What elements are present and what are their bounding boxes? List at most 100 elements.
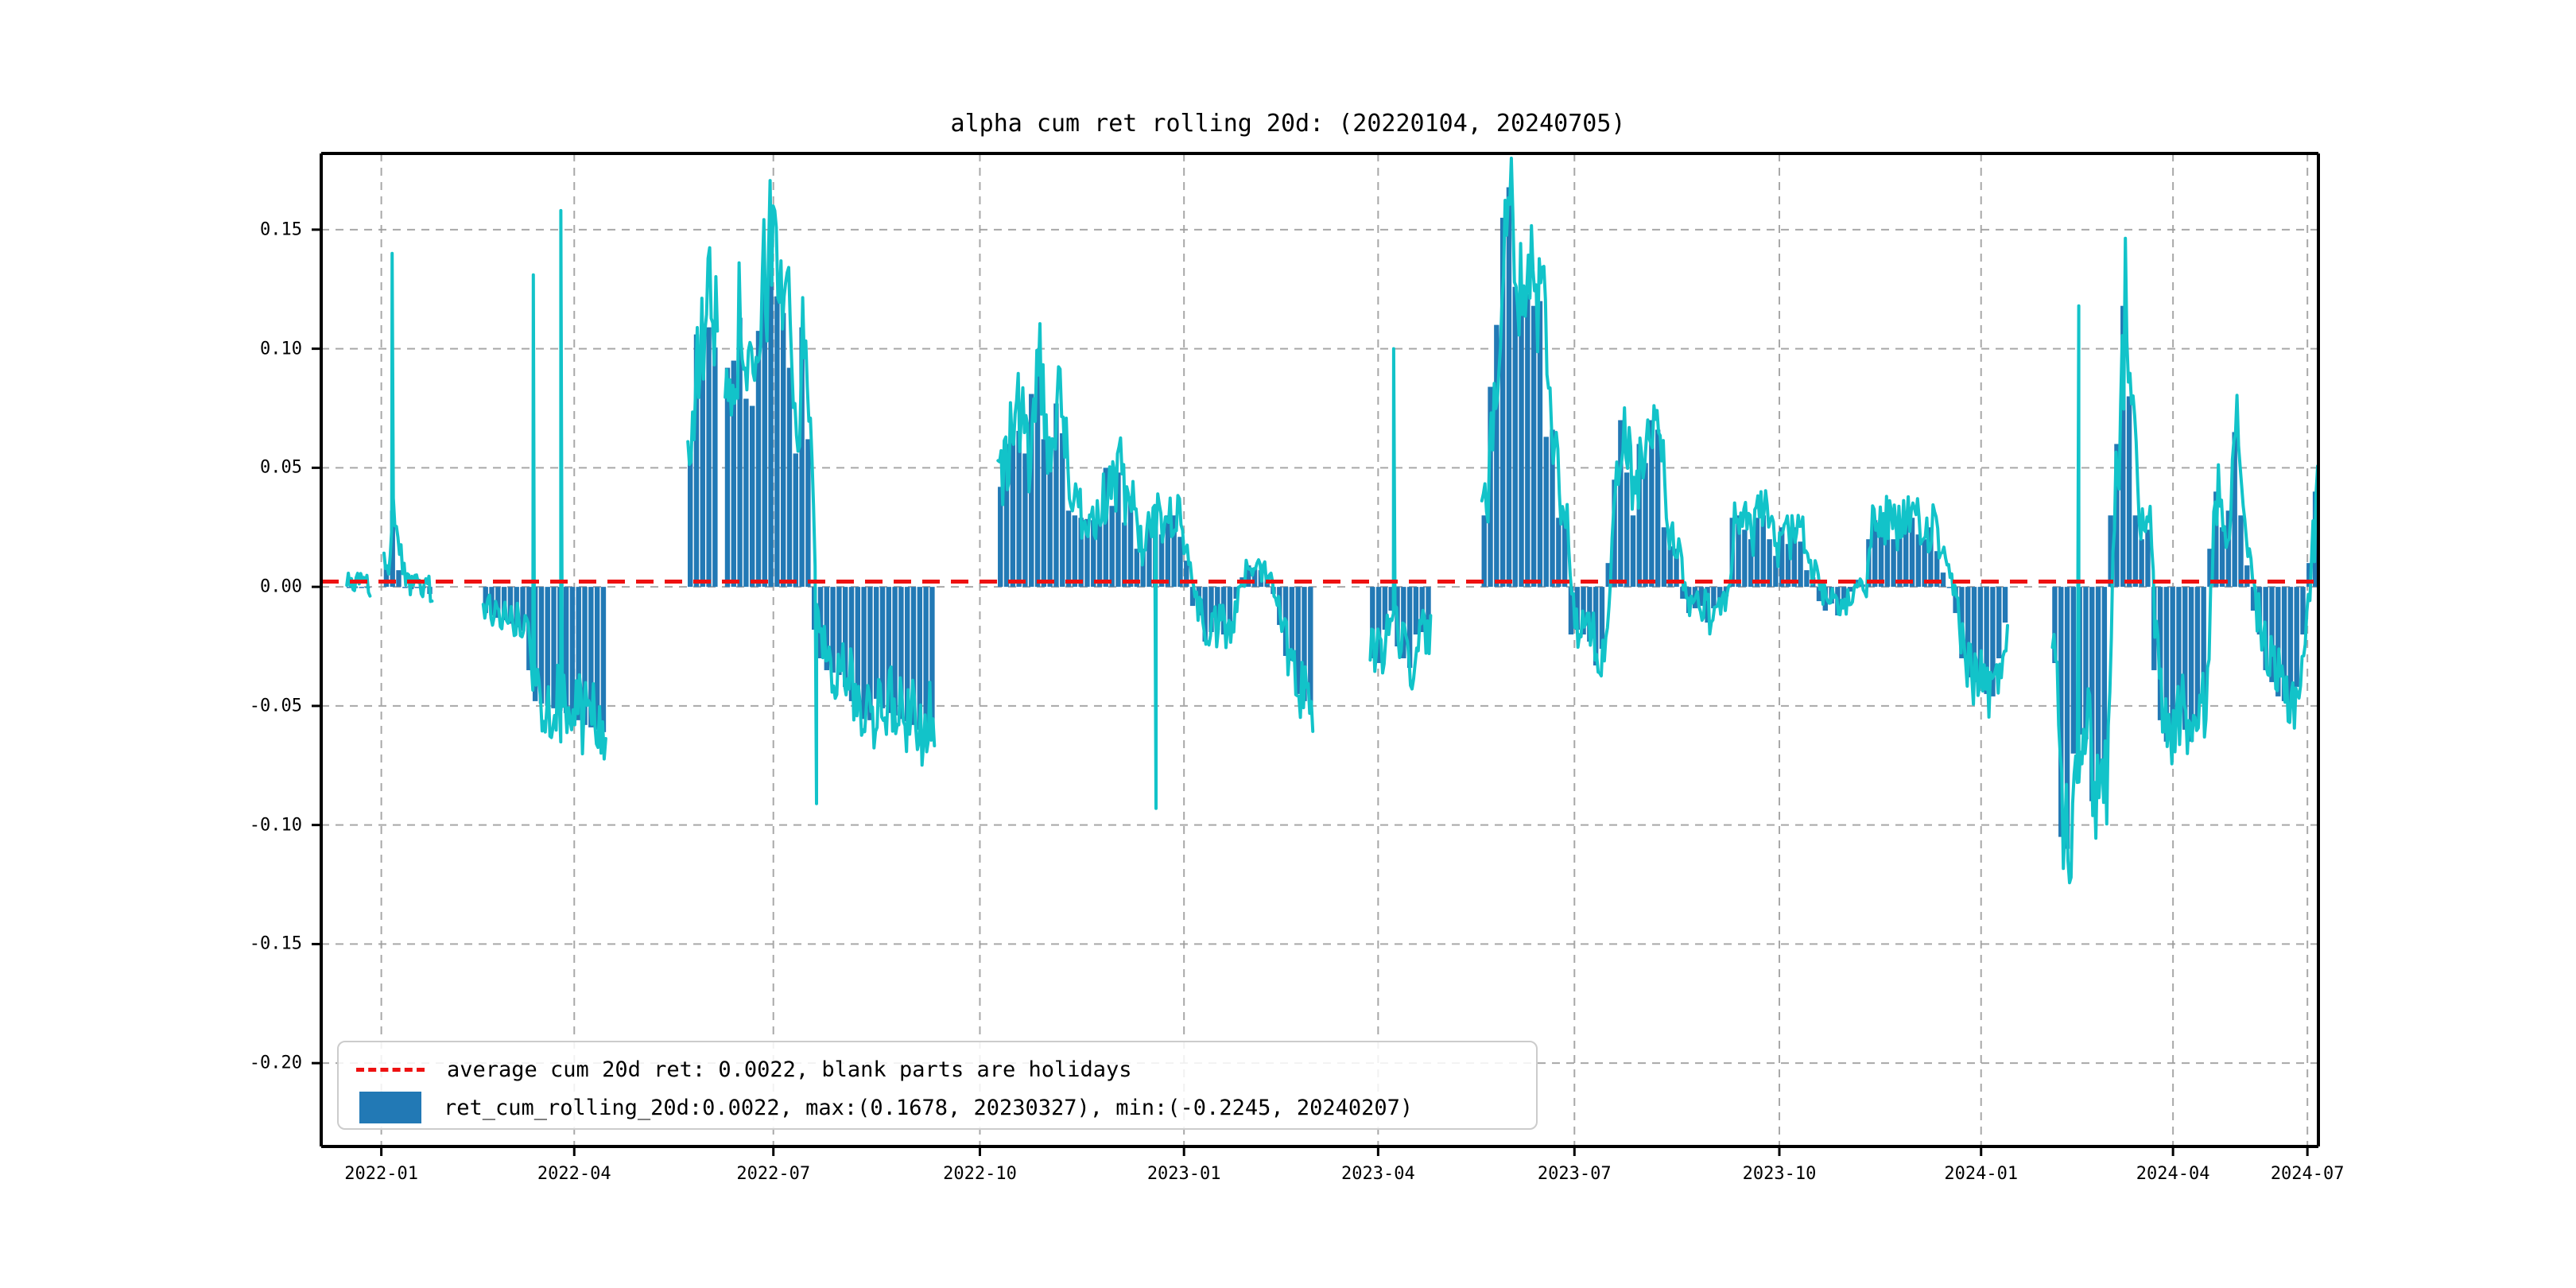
bar bbox=[874, 587, 879, 699]
y-tick-label: 0.15 bbox=[260, 219, 302, 240]
bar bbox=[2052, 587, 2058, 663]
bar bbox=[2108, 515, 2113, 588]
bar bbox=[1996, 587, 2002, 658]
bar bbox=[1624, 472, 1630, 588]
bar bbox=[2287, 587, 2294, 706]
bar bbox=[1915, 534, 1922, 588]
x-tick-label: 2024-01 bbox=[1944, 1164, 2019, 1184]
bar bbox=[1649, 420, 1655, 588]
bar bbox=[2219, 527, 2225, 588]
bar bbox=[1990, 587, 1996, 696]
bar bbox=[1674, 549, 1679, 588]
bar bbox=[1215, 587, 1220, 630]
bar bbox=[892, 587, 898, 716]
bar bbox=[1233, 587, 1239, 599]
bar-series bbox=[346, 187, 2318, 849]
bar bbox=[2083, 587, 2089, 739]
bar bbox=[2306, 563, 2312, 588]
bar bbox=[917, 587, 923, 730]
bar bbox=[2070, 587, 2077, 754]
bar bbox=[1804, 570, 1810, 588]
bar bbox=[1779, 527, 1785, 588]
bar bbox=[1618, 420, 1624, 588]
bar bbox=[2145, 530, 2151, 588]
bar bbox=[1612, 479, 1617, 588]
bar bbox=[1140, 549, 1146, 588]
bar bbox=[2182, 587, 2188, 730]
bar bbox=[1388, 587, 1394, 611]
bar bbox=[1370, 587, 1375, 658]
bar bbox=[1667, 546, 1673, 588]
bar bbox=[1184, 561, 1189, 588]
bar bbox=[2064, 587, 2070, 849]
bar bbox=[594, 587, 600, 730]
bar bbox=[2232, 432, 2237, 588]
bar bbox=[1382, 587, 1388, 630]
bar bbox=[1010, 425, 1016, 588]
bar bbox=[1909, 518, 1915, 588]
bar bbox=[1630, 515, 1636, 588]
y-tick-label: 0.00 bbox=[260, 576, 302, 597]
bar bbox=[1655, 429, 1661, 588]
bar bbox=[1003, 444, 1010, 588]
bar bbox=[1903, 515, 1909, 588]
bar bbox=[1717, 587, 1723, 602]
bar bbox=[1499, 217, 1506, 588]
bar bbox=[1171, 515, 1177, 588]
bar bbox=[2201, 587, 2206, 701]
y-tick-label: -0.05 bbox=[249, 696, 302, 716]
bar bbox=[1289, 587, 1295, 661]
bar bbox=[712, 347, 718, 588]
bar bbox=[2095, 587, 2101, 782]
bar bbox=[1599, 587, 1605, 650]
tick-marks bbox=[312, 228, 2309, 1156]
bar bbox=[1512, 286, 1518, 588]
bar bbox=[1940, 572, 1946, 588]
bar bbox=[1636, 444, 1642, 588]
x-tick-label: 2024-04 bbox=[2136, 1164, 2210, 1184]
grid-lines bbox=[321, 153, 2318, 1146]
bar bbox=[1308, 587, 1313, 706]
bar bbox=[1227, 587, 1233, 628]
bar bbox=[2188, 587, 2194, 742]
bar bbox=[693, 334, 700, 588]
bar bbox=[793, 453, 798, 588]
bar bbox=[2207, 549, 2213, 588]
bar bbox=[2281, 587, 2287, 701]
bar bbox=[1029, 394, 1034, 588]
x-tick-label: 2023-04 bbox=[1340, 1164, 1415, 1184]
bar bbox=[1295, 587, 1301, 694]
bar bbox=[1897, 525, 1903, 588]
bar bbox=[799, 327, 805, 588]
x-tick-label: 2022-10 bbox=[943, 1164, 1017, 1184]
bar bbox=[1413, 587, 1419, 635]
bar bbox=[1556, 518, 1562, 588]
bar bbox=[910, 587, 917, 725]
bar bbox=[1047, 463, 1053, 588]
bar bbox=[1953, 587, 1958, 614]
bar bbox=[886, 587, 892, 713]
x-tick-label: 2022-04 bbox=[537, 1164, 611, 1184]
bar bbox=[879, 587, 886, 708]
bar bbox=[1537, 301, 1543, 588]
bar bbox=[898, 587, 904, 720]
bar bbox=[1847, 587, 1853, 592]
chart-title: alpha cum ret rolling 20d: (20220104, 20… bbox=[950, 110, 1626, 138]
bar bbox=[551, 587, 557, 708]
bar bbox=[687, 453, 693, 588]
bar bbox=[1593, 587, 1599, 665]
bar bbox=[520, 587, 526, 631]
bar bbox=[390, 510, 395, 588]
bar bbox=[2238, 515, 2244, 588]
bar bbox=[2213, 491, 2219, 588]
bar bbox=[1481, 515, 1487, 588]
bar bbox=[1122, 522, 1127, 588]
bar bbox=[1034, 372, 1041, 588]
chart-legend[interactable]: average cum 20d ret: 0.0022, blank parts… bbox=[337, 1041, 1538, 1130]
bar bbox=[359, 587, 364, 588]
bar bbox=[786, 367, 793, 588]
bar bbox=[1091, 520, 1096, 588]
bar bbox=[749, 405, 755, 588]
bar bbox=[2163, 587, 2170, 742]
legend-label-average: average cum 20d ret: 0.0022, blank parts… bbox=[447, 1057, 1132, 1082]
